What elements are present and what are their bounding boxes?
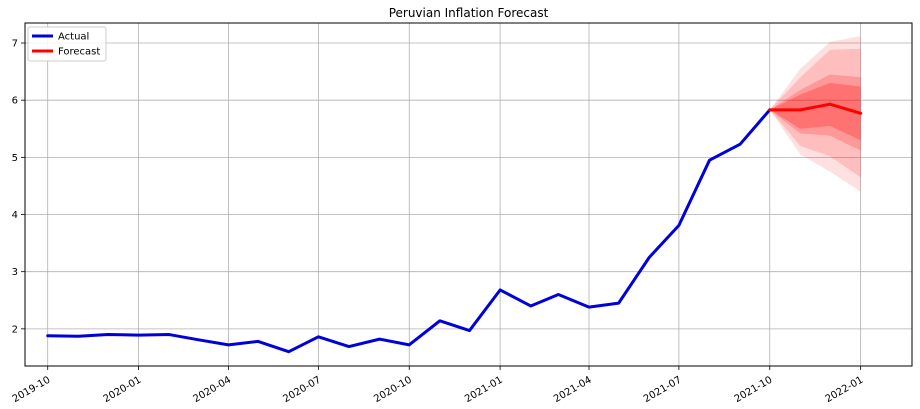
y-tick-label: 7 xyxy=(12,39,18,50)
x-tick-label: 2021-01 xyxy=(463,375,505,405)
x-tick-label: 2020-01 xyxy=(102,375,144,405)
x-tick-label: 2020-10 xyxy=(372,375,414,405)
x-tick-label: 2019-10 xyxy=(11,375,53,405)
forecast-band xyxy=(769,83,861,141)
x-axis: 2019-10 2020-01 2020-04 2020-07 2020-10 2021-… xyxy=(11,366,866,405)
y-tick-label: 4 xyxy=(12,210,18,221)
x-tick-label: 2020-04 xyxy=(191,375,233,405)
x-tick-label: 2022-01 xyxy=(824,375,866,405)
x-tick-label: 2021-04 xyxy=(552,375,594,405)
grid xyxy=(25,23,912,366)
legend-label: Forecast xyxy=(58,47,100,58)
forecast-band xyxy=(769,36,861,192)
y-tick-label: 2 xyxy=(12,324,18,335)
y-tick-label: 6 xyxy=(12,96,18,107)
y-axis: 2 3 4 5 6 7 xyxy=(12,39,25,335)
x-tick-label: 2021-07 xyxy=(642,375,684,405)
x-tick-label: 2020-07 xyxy=(281,375,323,405)
chart-title: Peruvian Inflation Forecast xyxy=(389,6,549,20)
legend: Actual Forecast xyxy=(27,26,107,62)
forecast-band xyxy=(769,74,861,151)
actual-series-line xyxy=(46,108,772,354)
plot-frame xyxy=(24,22,913,367)
y-tick-label: 5 xyxy=(12,153,18,164)
legend-label: Actual xyxy=(58,32,89,43)
forecast-series-line xyxy=(768,102,863,115)
series-lines xyxy=(46,102,863,354)
y-tick-label: 3 xyxy=(12,267,18,278)
forecast-band xyxy=(769,48,861,178)
x-tick-label: 2021-10 xyxy=(733,375,775,405)
forecast-bands xyxy=(769,36,861,192)
